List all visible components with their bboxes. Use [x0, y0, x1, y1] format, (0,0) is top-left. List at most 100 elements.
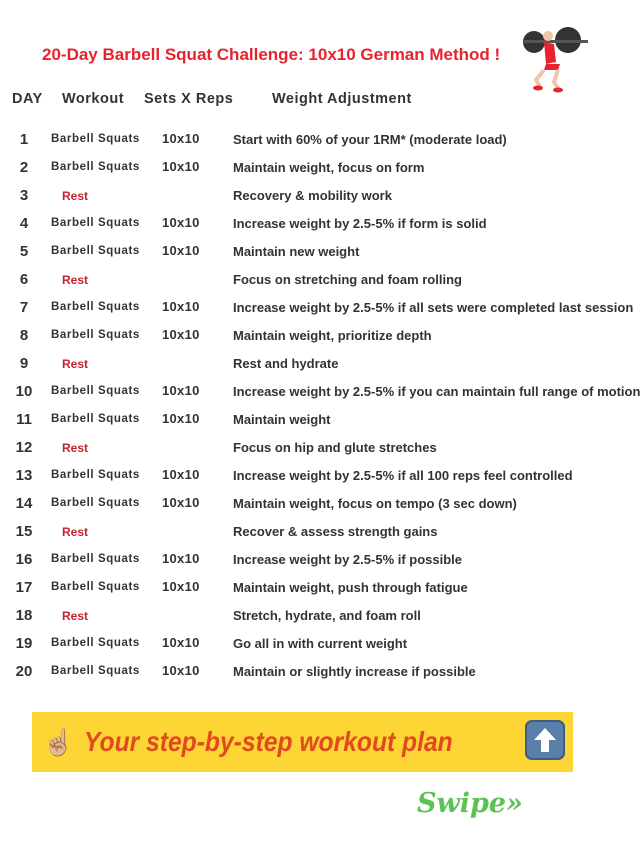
table-row: 17 Barbell Squats 10x10 Maintain weight, pu… — [0, 579, 640, 607]
day-number: 4 — [19, 215, 29, 232]
weight-adjustment: Recovery & mobility work — [233, 188, 392, 203]
table-row: 15 Rest Recover & assess strength gains — [0, 523, 640, 551]
day-number: 15 — [15, 523, 33, 540]
weight-adjustment: Maintain weight — [233, 412, 331, 427]
day-number: 18 — [15, 607, 33, 624]
workout-name: Barbell Squats — [51, 469, 140, 481]
weight-adjustment: Increase weight by 2.5-5% if you can mai… — [233, 384, 640, 399]
weight-adjustment: Increase weight by 2.5-5% if all 100 rep… — [233, 468, 573, 483]
workout-name: Barbell Squats — [51, 217, 140, 229]
workout-name: Barbell Squats — [51, 581, 140, 593]
workout-name: Rest — [62, 441, 89, 455]
swipe-link[interactable]: Swipe» — [417, 788, 523, 819]
up-arrow-icon — [525, 720, 565, 760]
weight-adjustment: Start with 60% of your 1RM* (moderate lo… — [233, 132, 507, 147]
day-number: 17 — [15, 579, 33, 596]
weight-adjustment: Focus on hip and glute stretches — [233, 440, 437, 455]
workout-name: Barbell Squats — [51, 133, 140, 145]
workout-name: Barbell Squats — [51, 301, 140, 313]
table-row: 6 Rest Focus on stretching and foam rollin… — [0, 271, 640, 299]
workout-name: Rest — [62, 609, 89, 623]
table-row: 14 Barbell Squats 10x10 Maintain weight, fo… — [0, 495, 640, 523]
day-number: 5 — [19, 243, 29, 260]
page-title: 20-Day Barbell Squat Challenge: 10x10 Ge… — [42, 45, 501, 64]
weight-adjustment: Maintain weight, focus on form — [233, 160, 425, 175]
weight-adjustment: Maintain or slightly increase if possibl… — [233, 664, 476, 679]
weight-adjustment: Increase weight by 2.5-5% if form is sol… — [233, 216, 487, 231]
weight-adjustment: Maintain weight, focus on tempo (3 sec d… — [233, 496, 517, 511]
day-number: 16 — [15, 551, 33, 568]
table-row: 9 Rest Rest and hydrate — [0, 355, 640, 383]
table-row: 3 Rest Recovery & mobility work — [0, 187, 640, 215]
sets-reps: 10x10 — [162, 299, 200, 314]
table-row: 13 Barbell Squats 10x10 Increase weight by … — [0, 467, 640, 495]
workout-name: Barbell Squats — [51, 161, 140, 173]
day-number: 10 — [15, 383, 33, 400]
workout-name: Rest — [62, 273, 89, 287]
day-number: 12 — [15, 439, 33, 456]
sets-reps: 10x10 — [162, 215, 200, 230]
sets-reps: 10x10 — [162, 243, 200, 258]
workout-name: Barbell Squats — [51, 385, 140, 397]
workout-name: Barbell Squats — [51, 329, 140, 341]
sets-reps: 10x10 — [162, 131, 200, 146]
sets-reps: 10x10 — [162, 635, 200, 650]
day-number: 2 — [19, 159, 29, 176]
weight-adjustment: Rest and hydrate — [233, 356, 339, 371]
day-number: 1 — [19, 131, 29, 148]
weight-adjustment: Stretch, hydrate, and foam roll — [233, 608, 421, 623]
banner-text: Your step-by-step workout plan — [84, 726, 454, 757]
weight-adjustment: Maintain new weight — [233, 244, 360, 259]
workout-name: Barbell Squats — [51, 637, 140, 649]
sets-reps: 10x10 — [162, 467, 200, 482]
table-row: 5 Barbell Squats 10x10 Maintain new weight — [0, 243, 640, 271]
sets-reps: 10x10 — [162, 383, 200, 398]
sets-reps: 10x10 — [162, 551, 200, 566]
workout-name: Rest — [62, 189, 89, 203]
table-row: 7 Barbell Squats 10x10 Increase weight by 2… — [0, 299, 640, 327]
table-row: 8 Barbell Squats 10x10 Maintain weight, pri… — [0, 327, 640, 355]
day-number: 19 — [15, 635, 33, 652]
table-row: 12 Rest Focus on hip and glute stretches — [0, 439, 640, 467]
sets-reps: 10x10 — [162, 663, 200, 678]
table-row: 10 Barbell Squats 10x10 Increase weight by … — [0, 383, 640, 411]
table-row: 18 Rest Stretch, hydrate, and foam roll — [0, 607, 640, 635]
sets-reps: 10x10 — [162, 411, 200, 426]
weight-adjustment: Maintain weight, prioritize depth — [233, 328, 432, 343]
day-number: 8 — [19, 327, 29, 344]
workout-name: Barbell Squats — [51, 497, 140, 509]
workout-name: Barbell Squats — [51, 553, 140, 565]
weight-adjustment: Maintain weight, push through fatigue — [233, 580, 468, 595]
pointing-up-hand-icon: ☝🏼 — [42, 726, 75, 757]
day-number: 11 — [16, 411, 32, 428]
day-number: 14 — [15, 495, 33, 512]
sets-reps: 10x10 — [162, 495, 200, 510]
table-row: 2 Barbell Squats 10x10 Maintain weight, foc… — [0, 159, 640, 187]
table-row: 16 Barbell Squats 10x10 Increase weight by … — [0, 551, 640, 579]
day-number: 3 — [19, 187, 29, 204]
day-number: 6 — [19, 271, 29, 288]
weight-adjustment: Increase weight by 2.5-5% if all sets we… — [233, 300, 634, 315]
weight-adjustment: Go all in with current weight — [233, 636, 408, 651]
day-number: 20 — [15, 663, 33, 680]
workout-name: Barbell Squats — [51, 413, 140, 425]
workout-name: Rest — [62, 525, 89, 539]
workout-name: Barbell Squats — [51, 665, 140, 677]
header-sets: Sets X Reps — [144, 91, 234, 107]
sets-reps: 10x10 — [162, 579, 200, 594]
workout-name: Barbell Squats — [51, 245, 140, 257]
squat-figure-illustration — [523, 27, 588, 93]
table-row: 20 Barbell Squats 10x10 Maintain or slightl… — [0, 663, 640, 691]
weight-adjustment: Recover & assess strength gains — [233, 524, 438, 539]
plan-banner: ☝🏼 Your step-by-step workout plan — [32, 712, 573, 772]
table-row: 19 Barbell Squats 10x10 Go all in with curr… — [0, 635, 640, 663]
header-workout: Workout — [62, 91, 125, 107]
table-row: 11 Barbell Squats 10x10 Maintain weight — [0, 411, 640, 439]
day-number: 13 — [15, 467, 33, 484]
sets-reps: 10x10 — [162, 159, 200, 174]
sets-reps: 10x10 — [162, 327, 200, 342]
header-weight: Weight Adjustment — [272, 91, 412, 107]
table-row: 4 Barbell Squats 10x10 Increase weight by 2… — [0, 215, 640, 243]
header-day: DAY — [12, 91, 43, 107]
table-row: 1 Barbell Squats 10x10 Start with 60% of yo… — [0, 131, 640, 159]
